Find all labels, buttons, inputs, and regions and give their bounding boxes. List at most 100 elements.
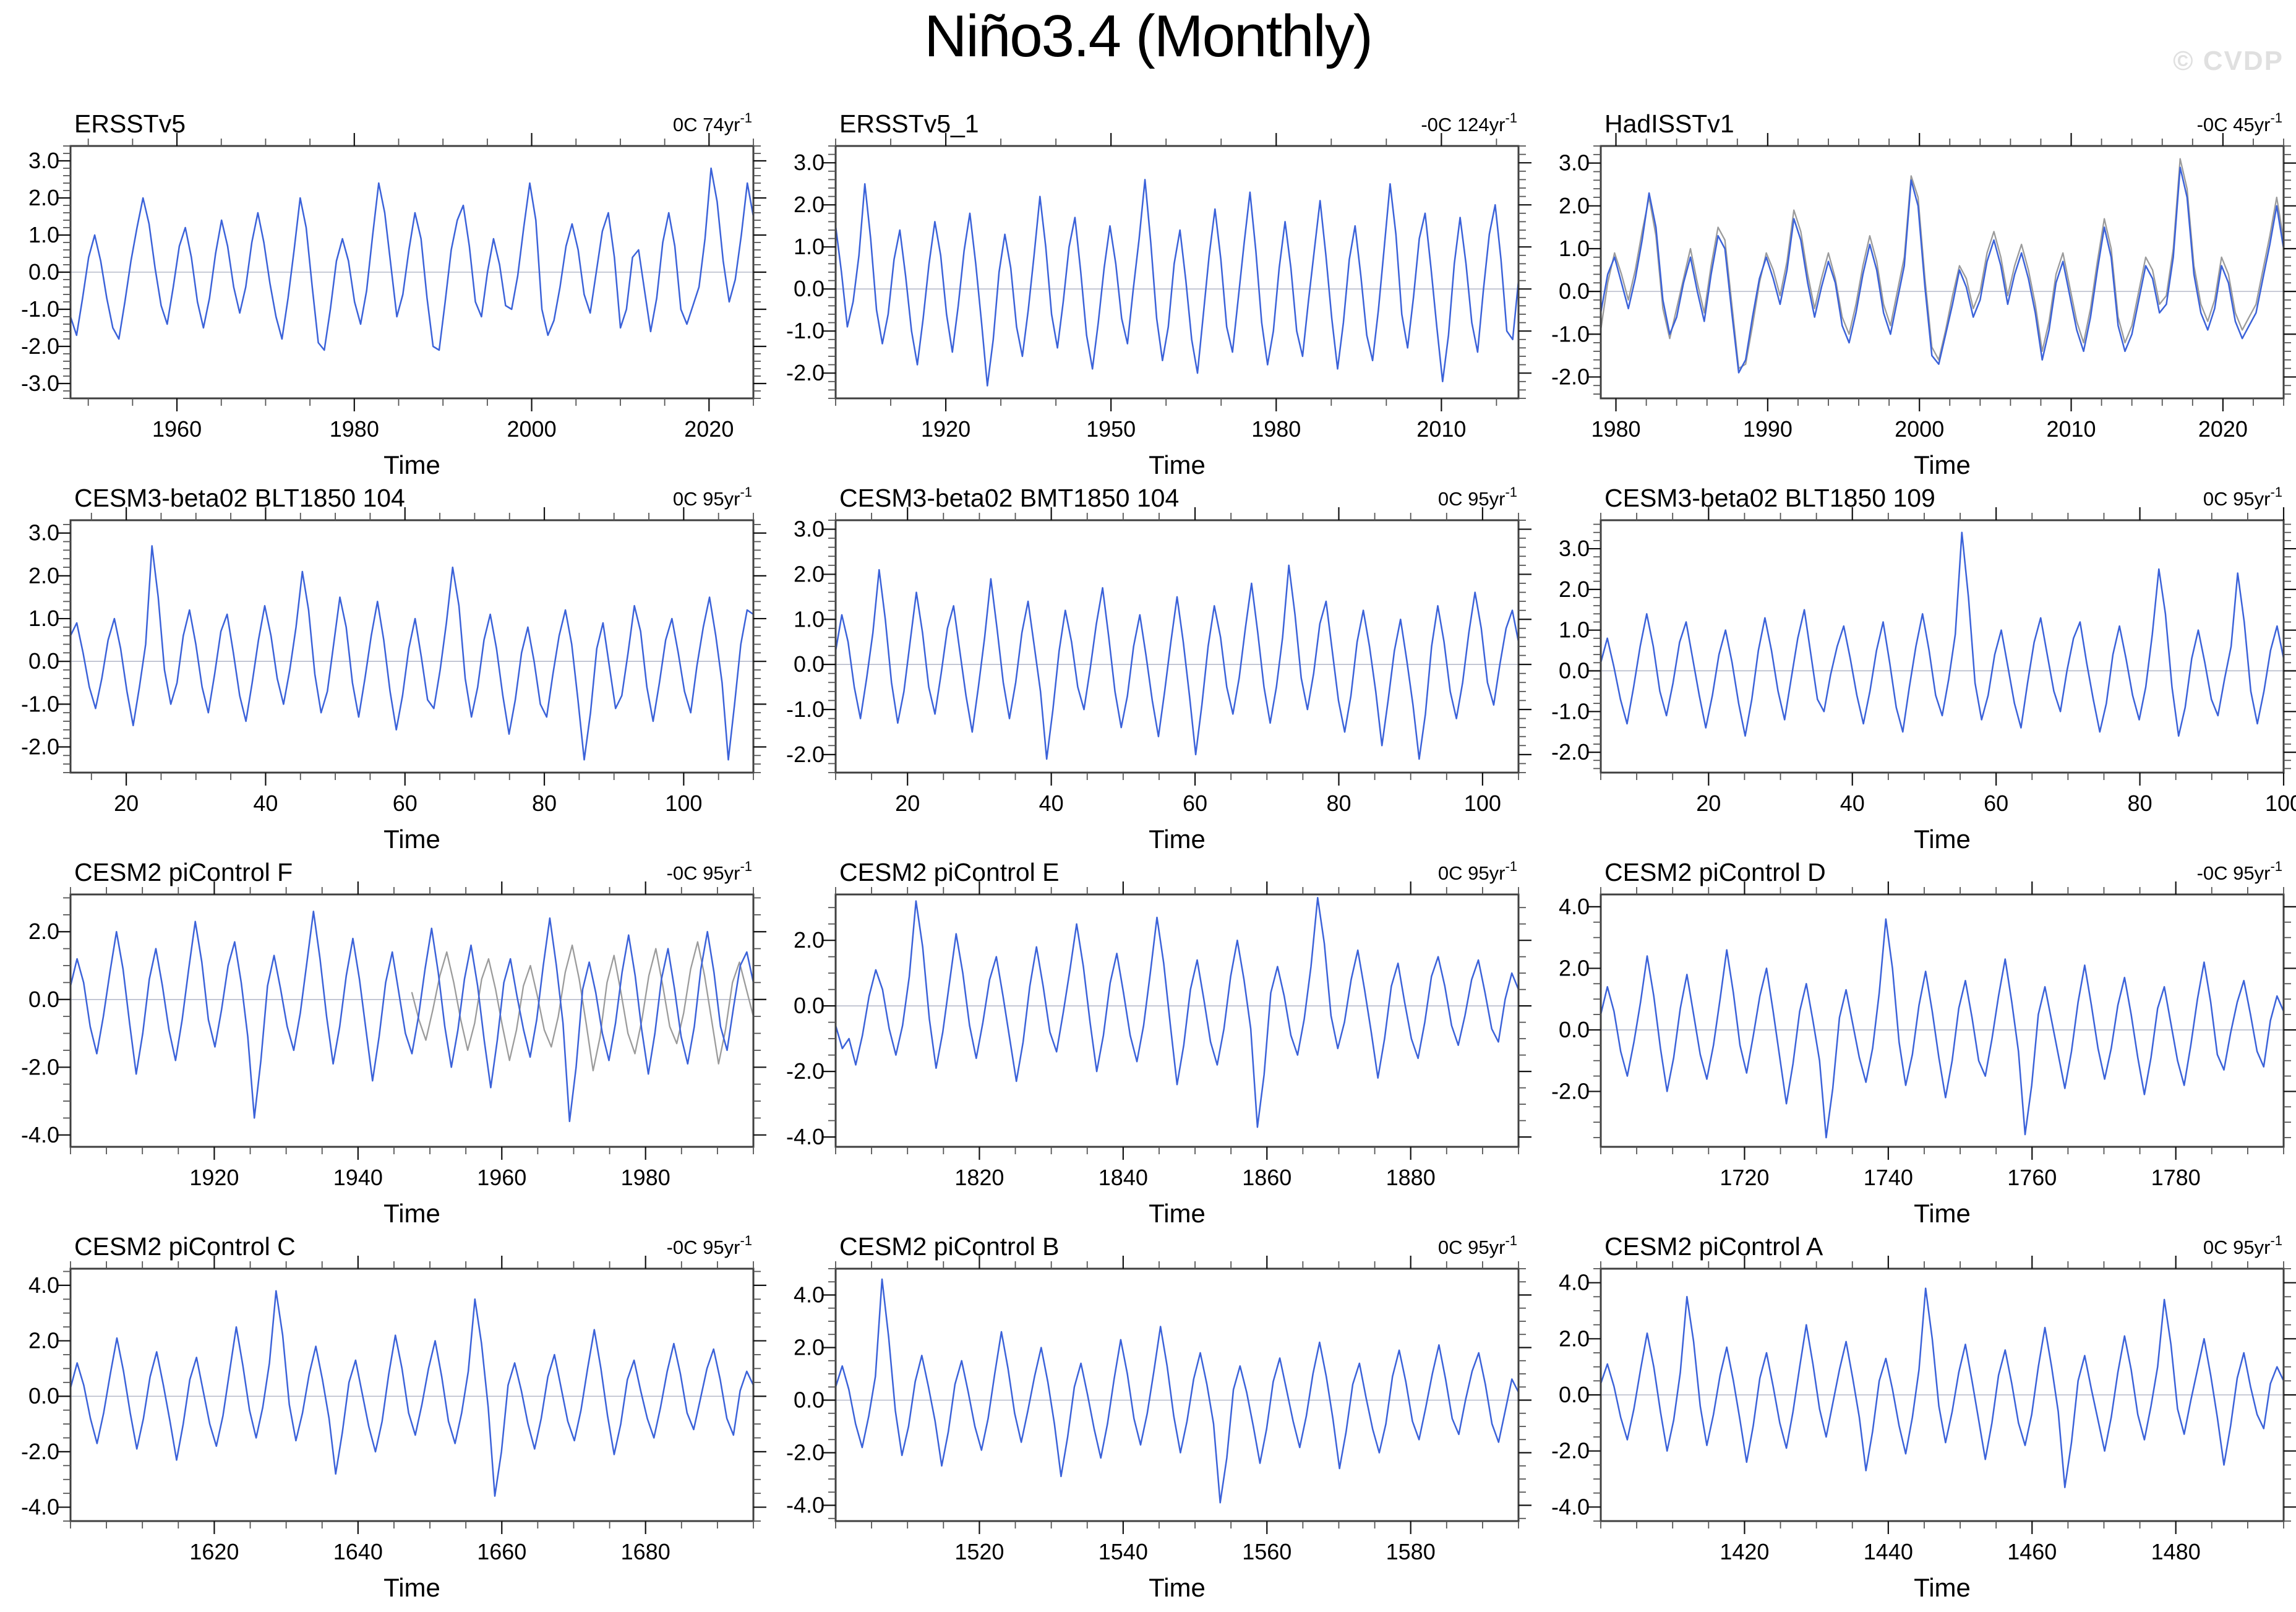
trend-label: -0C 45yr-1: [2197, 110, 2282, 135]
axis-minor-ticks: [1593, 139, 2291, 406]
x-tick-label: 20: [114, 791, 139, 816]
x-tick-label: 2000: [1895, 416, 1944, 442]
x-tick-label: 1620: [189, 1539, 239, 1564]
y-tick-label: 0.0: [1559, 278, 1590, 304]
y-tick-label: -2.0: [786, 1058, 825, 1084]
panel-8: CESM2 piControl E 0C 95yr-1 1820 1840 1860 18…: [766, 855, 1531, 1229]
nino34-series-line: [69, 167, 755, 351]
axis-ticks: [1588, 133, 2296, 411]
panel-title: ERSSTv5: [74, 109, 186, 138]
y-tick-label: -1.0: [786, 318, 825, 343]
nino34-series-line: [1600, 1287, 2285, 1488]
y-tick-label: 2.0: [28, 1328, 59, 1353]
axis-ticks: [1588, 507, 2296, 786]
plot-frame: [69, 1267, 755, 1522]
x-tick-label: 1860: [1242, 1165, 1292, 1190]
x-tick-label: 1760: [2007, 1165, 2057, 1190]
x-axis-label: Time: [1149, 825, 1206, 854]
panel-3-plot: HadISSTv1 -0C 45yr-1 1980 1990 2000 2010 2020 3…: [1551, 109, 2296, 479]
panel-1: ERSSTv5 0C 74yr-1 1960 1980 2000 2020 3.0 2.0 1.…: [1, 106, 766, 481]
y-tick-label: 1.0: [794, 606, 825, 632]
x-axis-label: Time: [383, 1573, 440, 1602]
plot-frame: [834, 1267, 1520, 1522]
x-tick-label: 1720: [1720, 1165, 1769, 1190]
x-tick-label: 20: [1696, 791, 1721, 816]
x-tick-label: 60: [1183, 791, 1207, 816]
panel-4: CESM3-beta02 BLT1850 104 0C 95yr-1 20 40 60 8…: [1, 481, 766, 855]
panel-title: CESM2 piControl D: [1604, 858, 1826, 886]
y-tick-label: 3.0: [794, 517, 825, 542]
x-tick-label: 1420: [1720, 1539, 1769, 1564]
x-tick-label: 1480: [2151, 1539, 2201, 1564]
plot-frame: [834, 893, 1520, 1148]
nino34-series-line: [834, 179, 1520, 387]
trend-label: 0C 95yr-1: [673, 484, 752, 510]
x-tick-label: 80: [1326, 791, 1351, 816]
y-tick-label: 1.0: [1559, 617, 1590, 643]
axis-ticks: [823, 507, 1531, 786]
x-tick-label: 1840: [1099, 1165, 1148, 1190]
y-tick-label: 0.0: [28, 648, 59, 674]
x-tick-label: 80: [532, 791, 557, 816]
x-tick-label: 1990: [1743, 416, 1793, 442]
y-tick-label: 0.0: [1559, 658, 1590, 683]
cvdp-watermark: © CVDP: [2173, 46, 2284, 76]
y-tick-label: 3.0: [1559, 536, 1590, 561]
y-tick-label: -2.0: [1551, 364, 1590, 389]
y-tick-label: -2.0: [21, 1439, 59, 1464]
nino34-series-line: [1600, 166, 2285, 374]
panel-6: CESM3-beta02 BLT1850 109 0C 95yr-1 20 40 60 8…: [1531, 481, 2296, 855]
panel-7: CESM2 piControl F -0C 95yr-1 1920 1940 1960 1…: [1, 855, 766, 1229]
x-tick-label: 1960: [152, 416, 202, 442]
y-tick-label: -1.0: [1551, 321, 1590, 346]
panel-title: ERSSTv5_1: [839, 109, 979, 138]
reference-series-line: [411, 941, 755, 1071]
y-tick-label: -3.0: [21, 371, 59, 396]
panel-2-plot: ERSSTv5_1 -0C 124yr-1 1920 1950 1980 2010 3.0 2…: [786, 109, 1531, 479]
y-tick-label: 1.0: [794, 234, 825, 259]
x-axis-label: Time: [383, 825, 440, 854]
x-tick-label: 1920: [921, 416, 970, 442]
panel-10: CESM2 piControl C -0C 95yr-1 1620 1640 1660 1…: [1, 1229, 766, 1603]
x-axis-label: Time: [383, 1199, 440, 1228]
y-tick-label: 0.0: [794, 276, 825, 301]
plot-frame: [69, 893, 755, 1148]
y-tick-label: 3.0: [794, 150, 825, 175]
plot-frame: [69, 519, 755, 774]
nino34-series-line: [834, 564, 1520, 760]
y-tick-label: 2.0: [794, 1335, 825, 1360]
x-tick-label: 40: [253, 791, 278, 816]
y-tick-label: 2.0: [794, 561, 825, 586]
panel-title: CESM2 piControl B: [839, 1232, 1059, 1261]
y-tick-label: -2.0: [1551, 1438, 1590, 1464]
axis-ticks: [58, 1256, 766, 1534]
x-tick-label: 80: [2128, 791, 2152, 816]
x-tick-label: 1560: [1242, 1539, 1292, 1564]
y-tick-label: -2.0: [21, 1054, 59, 1079]
panel-12: CESM2 piControl A 0C 95yr-1 1420 1440 1460 14…: [1531, 1229, 2296, 1603]
panel-title: CESM3-beta02 BLT1850 109: [1604, 484, 1935, 512]
trend-label: 0C 74yr-1: [673, 110, 752, 135]
panel-title: CESM3-beta02 BLT1850 104: [74, 484, 405, 512]
axis-ticks: [58, 507, 766, 786]
y-tick-label: 3.0: [28, 148, 59, 173]
panel-10-plot: CESM2 piControl C -0C 95yr-1 1620 1640 1660 1…: [21, 1232, 766, 1602]
axis-ticks: [58, 133, 766, 411]
x-tick-label: 2010: [1416, 416, 1466, 442]
plot-grid: ERSSTv5 0C 74yr-1 1960 1980 2000 2020 3.0 2.0 1.…: [1, 106, 2296, 1603]
y-tick-label: 2.0: [1559, 955, 1590, 980]
x-axis-label: Time: [1914, 825, 1971, 854]
x-tick-label: 2020: [684, 416, 734, 442]
nino34-series-line: [834, 897, 1520, 1128]
panel-9-plot: CESM2 piControl D -0C 95yr-1 1720 1740 1760 1…: [1551, 858, 2296, 1228]
x-tick-label: 60: [1984, 791, 2008, 816]
panel-5: CESM3-beta02 BMT1850 104 0C 95yr-1 20 40 60 8…: [766, 481, 1531, 855]
y-tick-label: 2.0: [1559, 193, 1590, 218]
x-tick-label: 1960: [477, 1165, 526, 1190]
x-tick-label: 100: [665, 791, 702, 816]
y-tick-label: 2.0: [28, 563, 59, 588]
axis-ticks: [823, 881, 1531, 1160]
panel-title: CESM2 piControl A: [1604, 1232, 1823, 1261]
y-tick-label: 2.0: [28, 185, 59, 210]
axis-minor-ticks: [1593, 513, 2291, 780]
